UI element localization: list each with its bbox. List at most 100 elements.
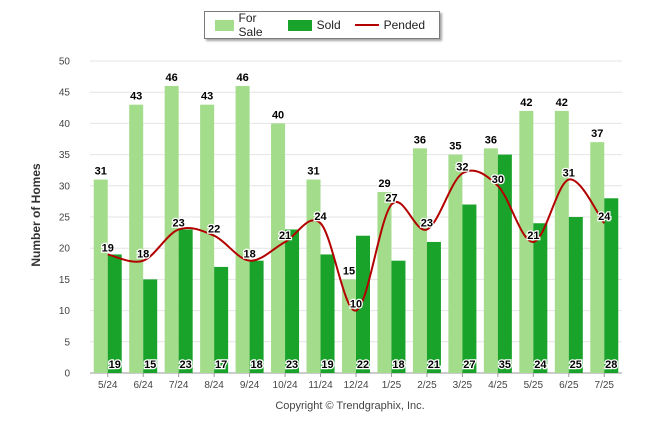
x-tick-label: 7/25 [595, 380, 615, 391]
pended-data-label: 31 [563, 168, 575, 180]
legend-label-sold: Sold [316, 18, 341, 32]
y-tick-label: 20 [59, 244, 71, 255]
x-tick-label: 12/24 [343, 380, 368, 391]
sold-bar [568, 217, 583, 373]
for-sale-bar [519, 110, 534, 374]
sold-bar [320, 254, 335, 373]
for-sale-data-label: 40 [272, 109, 284, 121]
for-sale-data-label: 31 [307, 166, 319, 178]
sold-bar [533, 223, 548, 373]
pended-line [107, 169, 606, 312]
for-sale-data-label: 42 [520, 97, 532, 109]
for-sale-bar [342, 279, 356, 373]
y-tick-label: 40 [59, 119, 71, 130]
x-tick-label: 2/25 [417, 380, 437, 391]
x-tick-label: 11/24 [308, 380, 333, 391]
sold-data-label: 18 [392, 359, 404, 371]
sold-data-label: 15 [144, 359, 156, 371]
legend-item-sold[interactable]: Sold [287, 18, 341, 32]
pended-swatch [354, 24, 379, 26]
copyright-text: Copyright © Trendgraphix, Inc. [275, 400, 425, 412]
for-sale-bar [93, 179, 108, 373]
sold-data-label: 28 [605, 359, 617, 371]
legend-label-pended: Pended [383, 18, 425, 32]
sold-bar [391, 260, 406, 373]
x-tick-label: 5/25 [524, 380, 544, 391]
sold-data-label: 22 [357, 359, 369, 371]
legend-item-for-sale[interactable]: For Sale [215, 11, 274, 39]
pended-data-label: 32 [456, 161, 468, 173]
sold-data-label: 17 [215, 359, 227, 371]
y-tick-label: 45 [59, 88, 71, 99]
legend: For Sale Sold Pended [204, 11, 440, 39]
for-sale-data-label: 29 [378, 178, 390, 190]
for-sale-bar [412, 148, 427, 373]
pended-data-label: 23 [421, 217, 433, 229]
for-sale-data-label: 36 [485, 134, 497, 146]
sold-data-label: 24 [534, 359, 547, 371]
pended-data-label: 22 [208, 224, 220, 236]
sold-data-label: 27 [463, 359, 475, 371]
x-tick-label: 6/25 [559, 380, 579, 391]
y-tick-label: 0 [64, 369, 70, 380]
for-sale-data-label: 43 [130, 91, 142, 103]
for-sale-bar [554, 110, 569, 374]
sold-bar [497, 154, 512, 373]
sold-data-label: 21 [428, 359, 440, 371]
for-sale-data-label: 43 [201, 91, 213, 103]
x-tick-label: 6/24 [133, 380, 153, 391]
sold-data-label: 19 [109, 359, 121, 371]
pended-data-label: 19 [102, 242, 114, 254]
sold-bar [107, 254, 122, 373]
x-tick-label: 5/24 [98, 380, 118, 391]
x-tick-label: 4/25 [488, 380, 508, 391]
sold-bar [143, 279, 158, 373]
for-sale-bar [200, 104, 215, 374]
for-sale-bar [271, 123, 286, 374]
pended-data-label: 27 [385, 193, 397, 205]
pended-data-label: 24 [314, 211, 327, 223]
sold-bar [178, 229, 193, 373]
sold-data-label: 18 [250, 359, 262, 371]
for-sale-swatch [215, 19, 234, 31]
y-tick-label: 35 [59, 150, 71, 161]
x-tick-label: 7/24 [169, 380, 189, 391]
sold-bar [249, 260, 264, 373]
y-tick-label: 10 [59, 306, 71, 317]
pended-data-label: 21 [279, 230, 291, 242]
for-sale-bar [377, 192, 392, 373]
legend-label-for-sale: For Sale [238, 11, 263, 39]
pended-data-label: 21 [527, 230, 539, 242]
y-tick-label: 5 [64, 337, 70, 348]
for-sale-bar [129, 104, 144, 374]
pended-data-label: 18 [137, 249, 149, 261]
for-sale-bar [164, 85, 179, 374]
sold-bar [604, 198, 619, 373]
x-tick-label: 8/24 [204, 380, 224, 391]
y-tick-label: 15 [59, 275, 71, 286]
y-axis-label: Number of Homes [29, 163, 43, 267]
sold-swatch [287, 19, 312, 31]
sold-data-label: 19 [321, 359, 333, 371]
pended-data-label: 18 [243, 249, 255, 261]
y-tick-label: 25 [59, 213, 71, 224]
for-sale-data-label: 46 [166, 72, 178, 84]
sold-data-label: 25 [570, 359, 582, 371]
for-sale-data-label: 37 [591, 128, 603, 140]
pended-data-label: 24 [598, 211, 611, 223]
y-tick-label: 30 [59, 181, 71, 192]
for-sale-data-label: 35 [449, 141, 461, 153]
x-tick-label: 9/24 [240, 380, 260, 391]
for-sale-bar [483, 148, 498, 373]
for-sale-bar [235, 85, 250, 374]
sold-bar [356, 235, 370, 373]
y-tick-label: 50 [59, 57, 71, 68]
legend-item-pended[interactable]: Pended [354, 18, 425, 32]
for-sale-data-label: 46 [236, 72, 248, 84]
sold-bar [285, 229, 300, 373]
sold-bar [214, 266, 229, 373]
sold-bar [426, 241, 441, 373]
for-sale-data-label: 36 [414, 134, 426, 146]
